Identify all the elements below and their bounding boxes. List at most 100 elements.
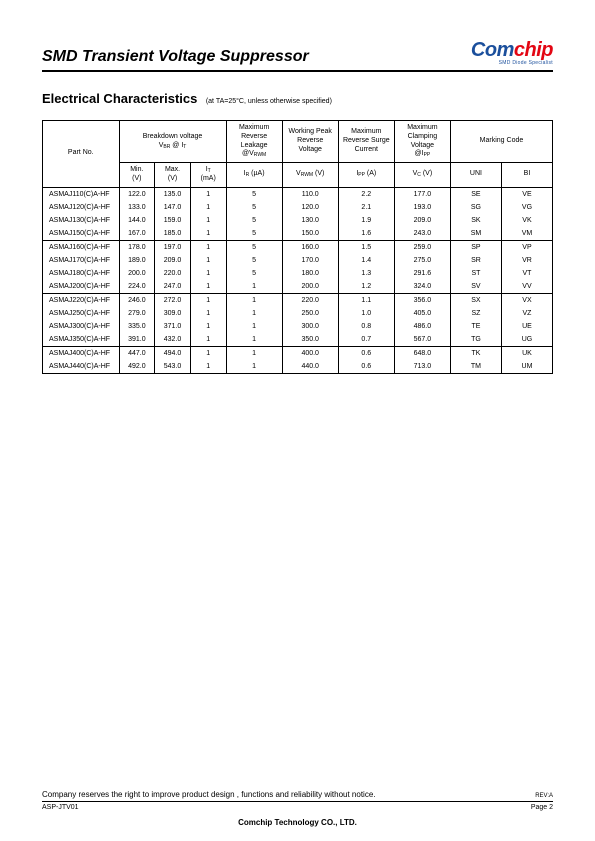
cell-vc: 356.0 <box>394 293 450 307</box>
cell-max: 197.0 <box>155 240 191 254</box>
col-leakage-sub: @VRWM <box>242 150 266 157</box>
cell-min: 189.0 <box>119 254 155 267</box>
cell-it: 1 <box>190 240 226 254</box>
spec-table-container: Part No. Breakdown voltage VBR @ IT Maxi… <box>42 120 553 374</box>
cell-vc: 193.0 <box>394 201 450 214</box>
footer-doc: ASP-JTV01 <box>42 804 79 811</box>
table-row: ASMAJ150(C)A-HF167.0185.015150.01.6243.0… <box>43 227 553 241</box>
cell-max: 185.0 <box>155 227 191 241</box>
cell-part: ASMAJ220(C)A-HF <box>43 293 120 307</box>
cell-vrwm: 170.0 <box>282 254 338 267</box>
cell-vrwm: 120.0 <box>282 201 338 214</box>
cell-vrwm: 200.0 <box>282 280 338 294</box>
cell-ir: 5 <box>226 201 282 214</box>
cell-vrwm: 160.0 <box>282 240 338 254</box>
cell-ipp: 1.2 <box>338 280 394 294</box>
col-ipp-unit: IPP (A) <box>338 163 394 188</box>
cell-bi: UM <box>501 360 552 374</box>
cell-uni: SV <box>450 280 501 294</box>
cell-it: 1 <box>190 307 226 320</box>
cell-ipp: 2.1 <box>338 201 394 214</box>
cell-ipp: 0.8 <box>338 320 394 333</box>
cell-uni: SX <box>450 293 501 307</box>
table-row: ASMAJ400(C)A-HF447.0494.011400.00.6648.0… <box>43 346 553 360</box>
cell-part: ASMAJ150(C)A-HF <box>43 227 120 241</box>
cell-bi: UG <box>501 333 552 347</box>
cell-it: 1 <box>190 227 226 241</box>
table-row: ASMAJ180(C)A-HF200.0220.015180.01.3291.6… <box>43 267 553 280</box>
col-clamp: Maximum Clamping Voltage @IPP <box>394 121 450 163</box>
footer-notice-row: Company reserves the right to improve pr… <box>42 790 553 802</box>
cell-bi: VT <box>501 267 552 280</box>
cell-min: 122.0 <box>119 187 155 201</box>
cell-min: 200.0 <box>119 267 155 280</box>
cell-it: 1 <box>190 201 226 214</box>
cell-part: ASMAJ160(C)A-HF <box>43 240 120 254</box>
footer-page: Page 2 <box>531 804 553 811</box>
cell-uni: TG <box>450 333 501 347</box>
cell-ir: 1 <box>226 320 282 333</box>
footer-company: Comchip Technology CO., LTD. <box>42 818 553 827</box>
cell-vrwm: 110.0 <box>282 187 338 201</box>
cell-vrwm: 180.0 <box>282 267 338 280</box>
table-row: ASMAJ300(C)A-HF335.0371.011300.00.8486.0… <box>43 320 553 333</box>
cell-part: ASMAJ440(C)A-HF <box>43 360 120 374</box>
cell-uni: SM <box>450 227 501 241</box>
table-row: ASMAJ250(C)A-HF279.0309.011250.01.0405.0… <box>43 307 553 320</box>
cell-ipp: 1.3 <box>338 267 394 280</box>
cell-ipp: 0.6 <box>338 360 394 374</box>
cell-min: 279.0 <box>119 307 155 320</box>
cell-part: ASMAJ180(C)A-HF <box>43 267 120 280</box>
table-row: ASMAJ200(C)A-HF224.0247.011200.01.2324.0… <box>43 280 553 294</box>
logo-tagline: SMD Diode Specialist <box>499 61 553 66</box>
cell-ir: 5 <box>226 240 282 254</box>
logo-part-1: Com <box>471 39 514 61</box>
cell-vc: 713.0 <box>394 360 450 374</box>
cell-uni: TE <box>450 320 501 333</box>
cell-ipp: 1.4 <box>338 254 394 267</box>
col-breakdown-sub: VBR @ IT <box>159 142 187 149</box>
cell-vrwm: 400.0 <box>282 346 338 360</box>
cell-bi: VP <box>501 240 552 254</box>
col-max: Max.(V) <box>155 163 191 188</box>
cell-uni: SE <box>450 187 501 201</box>
cell-it: 1 <box>190 267 226 280</box>
cell-vc: 324.0 <box>394 280 450 294</box>
cell-bi: VX <box>501 293 552 307</box>
table-header: Part No. Breakdown voltage VBR @ IT Maxi… <box>43 121 553 188</box>
cell-vrwm: 350.0 <box>282 333 338 347</box>
cell-uni: TK <box>450 346 501 360</box>
cell-min: 224.0 <box>119 280 155 294</box>
cell-max: 494.0 <box>155 346 191 360</box>
cell-part: ASMAJ110(C)A-HF <box>43 187 120 201</box>
cell-min: 133.0 <box>119 201 155 214</box>
cell-it: 1 <box>190 320 226 333</box>
cell-min: 178.0 <box>119 240 155 254</box>
cell-ipp: 1.6 <box>338 227 394 241</box>
cell-min: 391.0 <box>119 333 155 347</box>
table-row: ASMAJ110(C)A-HF122.0135.015110.02.2177.0… <box>43 187 553 201</box>
cell-it: 1 <box>190 187 226 201</box>
col-part: Part No. <box>43 121 120 188</box>
cell-it: 1 <box>190 333 226 347</box>
table-row: ASMAJ440(C)A-HF492.0543.011440.00.6713.0… <box>43 360 553 374</box>
cell-uni: SK <box>450 214 501 227</box>
cell-ir: 1 <box>226 280 282 294</box>
table-row: ASMAJ130(C)A-HF144.0159.015130.01.9209.0… <box>43 214 553 227</box>
cell-it: 1 <box>190 346 226 360</box>
col-min: Min.(V) <box>119 163 155 188</box>
cell-min: 167.0 <box>119 227 155 241</box>
cell-max: 371.0 <box>155 320 191 333</box>
cell-bi: VR <box>501 254 552 267</box>
col-uni: UNI <box>450 163 501 188</box>
cell-max: 220.0 <box>155 267 191 280</box>
cell-part: ASMAJ130(C)A-HF <box>43 214 120 227</box>
col-vrwm-unit: VRWM (V) <box>282 163 338 188</box>
cell-max: 272.0 <box>155 293 191 307</box>
footer-meta-row: ASP-JTV01 Page 2 <box>42 804 553 811</box>
cell-uni: SP <box>450 240 501 254</box>
section-title: Electrical Characteristics <box>42 91 197 106</box>
col-working: Working Peak Reverse Voltage <box>282 121 338 163</box>
col-vc-unit: VC (V) <box>394 163 450 188</box>
table-row: ASMAJ170(C)A-HF189.0209.015170.01.4275.0… <box>43 254 553 267</box>
